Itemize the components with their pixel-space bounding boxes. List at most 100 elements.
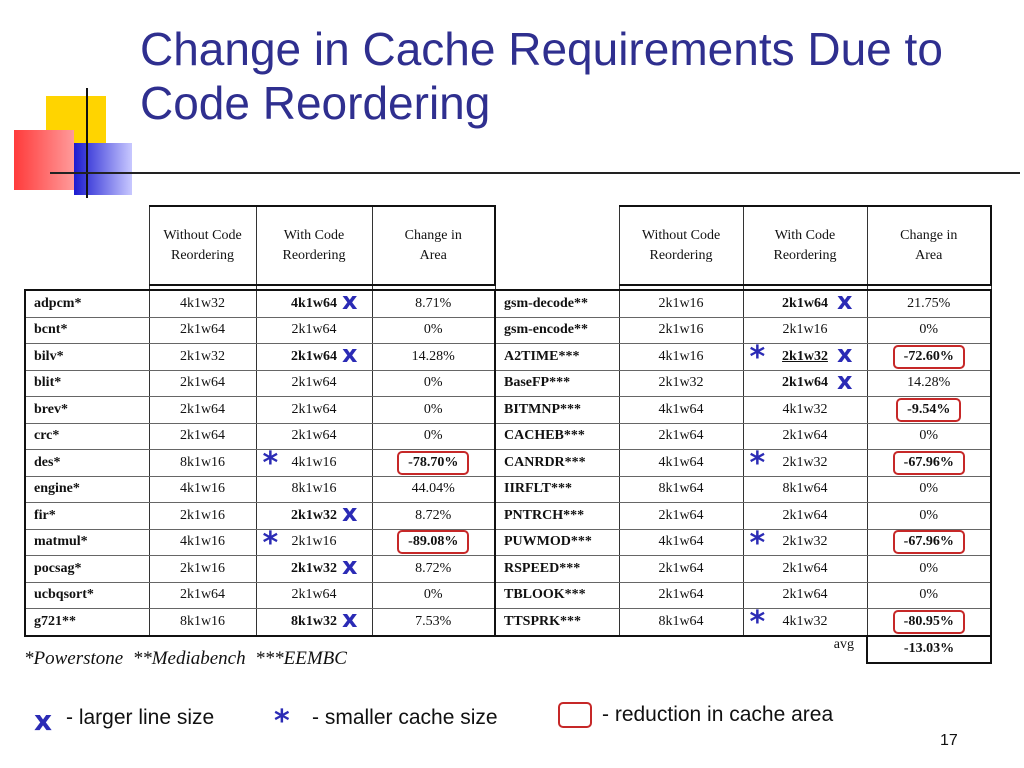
without-config: 2k1w16 [148,555,257,583]
table-row: IIRFLT*** 8k1w64 8k1w64 0% [494,476,992,503]
without-config: 2k1w64 [148,370,257,397]
change-area: 14.28% [371,343,496,371]
without-config-text: 2k1w64 [179,401,226,417]
change-area-text: 14.28% [411,348,455,364]
with-config-text: 2k1w16 [782,322,828,338]
with-config: 8k1w64 [742,476,868,503]
without-config-text: 2k1w16 [658,322,704,338]
header-without: Without Code Reordering [148,205,257,286]
change-area: -9.54% [866,396,992,424]
avg-label: avg [743,635,868,663]
table-row: des* 8k1w16 4k1w16 * -78.70% [24,446,496,481]
without-config-text: 2k1w64 [179,587,226,603]
legend-star-icon: * [274,704,290,739]
smaller-cache-size-icon: * [262,446,279,481]
with-config-text: 4k1w32 [782,401,828,417]
benchmark-name-text: TTSPRK*** [504,613,582,629]
without-config: 8k1w64 [618,608,744,637]
table-row: blit* 2k1w64 2k1w64 0% [24,370,496,397]
benchmark-name: bilv* [24,343,150,371]
without-config-text: 2k1w32 [179,348,226,364]
header-without: Without Code Reordering [618,205,744,286]
larger-line-size-icon: x [342,552,358,580]
change-area: 0% [371,423,496,450]
table-row: adpcm* 4k1w32 4k1w64 x 8.71% [24,289,496,318]
benchmark-name: ucbqsort* [24,582,150,609]
benchmark-name: des* [24,449,150,477]
change-area: 0% [866,502,992,530]
header-change: Change in Area [866,205,992,286]
without-config-text: 2k1w64 [658,587,704,603]
with-config: 2k1w64 [255,582,373,609]
benchmark-name-text: g721** [34,613,76,629]
larger-line-size-icon: x [342,499,358,527]
change-area: 0% [371,317,496,344]
with-config-text: 8k1w64 [782,481,828,497]
with-config: 2k1w16 * [255,528,373,558]
with-config-text: 2k1w64 [782,507,828,523]
table-row: TBLOOK*** 2k1w64 2k1w64 0% [494,582,992,609]
benchmark-name: fir* [24,502,150,530]
with-config-text: 2k1w64 [782,587,828,603]
change-area-text: 8.72% [415,507,452,523]
change-area-text: -67.96% [892,450,965,475]
without-config: 4k1w16 [148,529,257,556]
change-area-text: -80.95% [892,609,965,634]
benchmark-name-text: bcnt* [34,322,68,338]
table-row: BaseFP*** 2k1w32 2k1w64 x 14.28% [494,369,992,397]
with-config-text: 2k1w32 [291,507,337,523]
table-row: PNTRCH*** 2k1w64 2k1w64 0% [494,502,992,530]
change-area: -78.70% [371,449,496,477]
without-config: 2k1w64 [148,582,257,609]
title-divider [50,172,1020,174]
benchmark-name-text: bilv* [34,348,64,364]
benchmark-name-text: PUWMOD*** [504,534,592,550]
change-area: 14.28% [866,370,992,397]
change-area: 0% [866,423,992,450]
change-area: 8.71% [371,290,496,318]
table-row: ucbqsort* 2k1w64 2k1w64 0% [24,582,496,609]
logo-vertical-line [86,88,88,198]
table-row: brev* 2k1w64 2k1w64 0% [24,396,496,424]
benchmark-name-text: A2TIME*** [504,348,580,364]
change-area-text: 0% [423,587,443,603]
change-area: 8.72% [371,555,496,583]
change-area-text: -72.60% [892,344,965,369]
benchmark-name: gsm-decode** [494,290,620,318]
benchmark-name: RSPEED*** [494,555,620,583]
change-area: 8.72% [371,502,496,530]
change-area: 7.53% [371,608,496,637]
without-config-text: 8k1w16 [179,454,226,470]
legend-box-text: - reduction in cache area [602,703,834,726]
benchmark-name-text: fir* [34,507,56,523]
benchmark-name-text: matmul* [34,534,88,550]
with-config-text: 2k1w64 [291,375,337,391]
without-config: 2k1w32 [618,370,744,397]
without-config: 8k1w16 [148,608,257,637]
with-config-text: 2k1w16 [291,534,337,550]
with-config-text: 2k1w64 [291,428,337,444]
with-config: 8k1w16 [255,476,373,503]
benchmark-name: CACHEB*** [494,423,620,450]
without-config: 2k1w64 [618,502,744,530]
with-config: 2k1w64 [742,555,868,583]
table-row: pocsag* 2k1w16 2k1w32 x 8.72% [24,552,496,583]
with-config-text: 2k1w64 [291,587,337,603]
with-config-text: 4k1w64 [291,295,337,311]
legend-x-text: - larger line size [66,706,215,729]
change-area-text: 21.75% [907,295,951,311]
without-config: 4k1w64 [618,396,744,424]
table-row: CANRDR*** 4k1w64 2k1w32 * -67.96% [494,446,992,481]
with-config: 2k1w64 [255,370,373,397]
smaller-cache-size-icon: * [749,446,766,481]
smaller-cache-size-icon: * [749,525,766,561]
with-config: 2k1w32 x * [742,340,868,375]
table-row: RSPEED*** 2k1w64 2k1w64 0% [494,555,992,583]
change-area-text: 44.04% [411,481,455,497]
larger-line-size-icon: x [837,340,853,368]
change-area-text: 8.71% [415,295,452,311]
without-config-text: 2k1w64 [658,560,704,576]
benchmark-name-text: BaseFP*** [504,375,571,391]
smaller-cache-size-icon: * [749,340,766,375]
table-row: crc* 2k1w64 2k1w64 0% [24,423,496,450]
